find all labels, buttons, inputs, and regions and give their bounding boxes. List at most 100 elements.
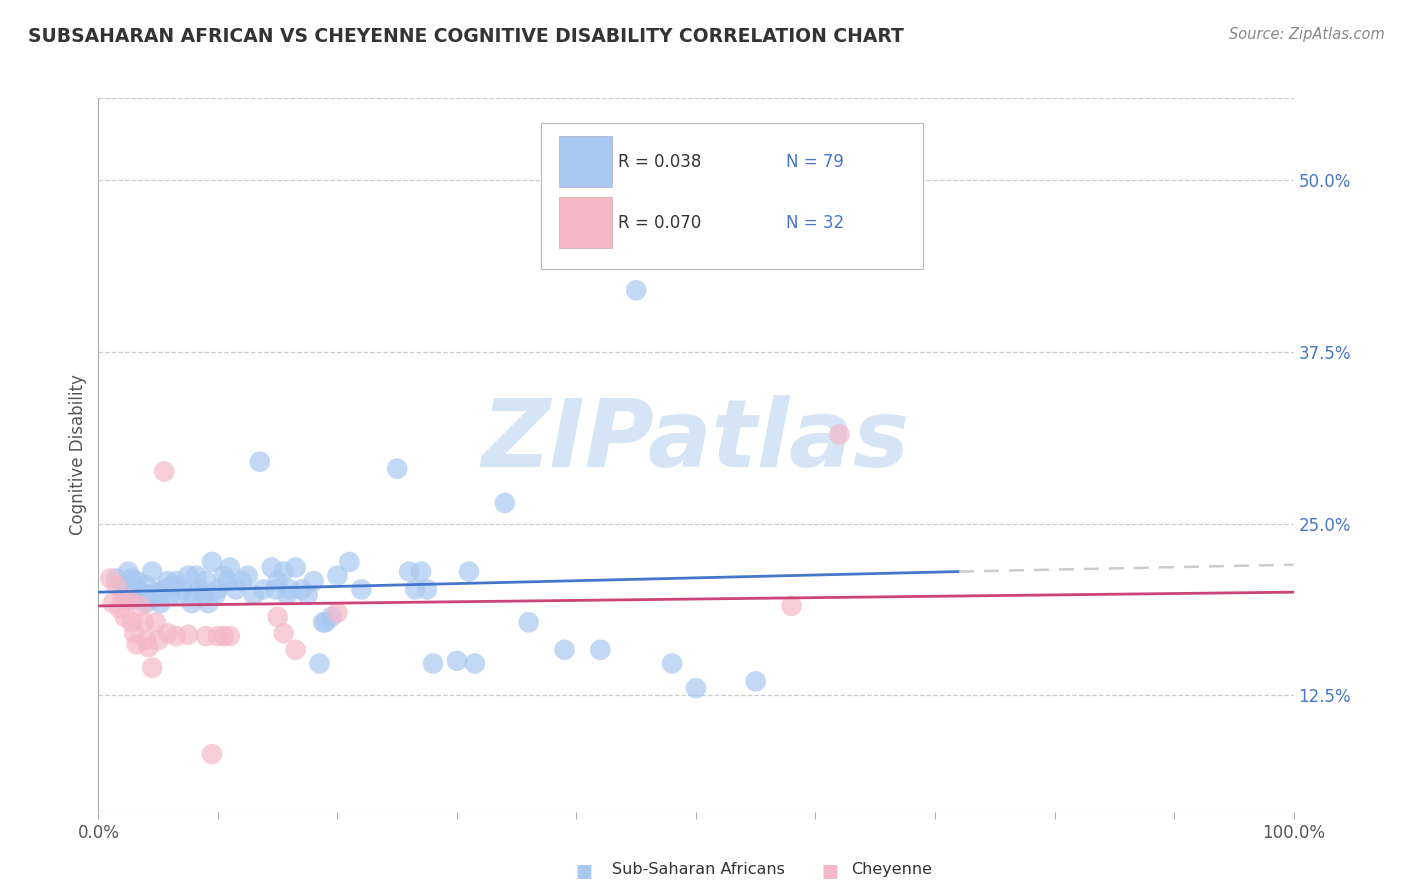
Point <box>260 560 283 574</box>
Point <box>145 585 167 599</box>
Point <box>162 578 184 592</box>
Point <box>125 637 148 651</box>
Point <box>135 596 157 610</box>
Point <box>117 592 139 607</box>
Point <box>135 578 157 592</box>
FancyBboxPatch shape <box>540 123 922 269</box>
Point <box>589 642 612 657</box>
Point <box>121 571 143 585</box>
Point <box>321 610 343 624</box>
Point <box>177 568 200 582</box>
Point <box>188 582 211 597</box>
Point <box>197 596 219 610</box>
Text: Cheyenne: Cheyenne <box>851 863 932 877</box>
Point <box>145 615 167 630</box>
Point <box>315 615 337 630</box>
Point <box>124 626 146 640</box>
Point <box>132 615 155 630</box>
Point <box>141 565 163 579</box>
Point <box>290 582 312 597</box>
Point <box>273 565 295 579</box>
Point <box>132 588 155 602</box>
Point <box>464 657 486 671</box>
Point <box>156 574 179 589</box>
Point <box>308 657 330 671</box>
Text: Source: ZipAtlas.com: Source: ZipAtlas.com <box>1229 27 1385 42</box>
Point <box>138 588 160 602</box>
Point <box>201 747 224 761</box>
Point <box>312 615 335 630</box>
Point <box>411 565 433 579</box>
Point <box>278 582 301 597</box>
Point <box>148 633 170 648</box>
Point <box>149 596 172 610</box>
Text: R = 0.070: R = 0.070 <box>619 214 702 232</box>
Point <box>273 626 295 640</box>
Point <box>153 582 176 597</box>
Point <box>124 582 146 597</box>
Point <box>350 582 373 597</box>
Text: SUBSAHARAN AFRICAN VS CHEYENNE COGNITIVE DISABILITY CORRELATION CHART: SUBSAHARAN AFRICAN VS CHEYENNE COGNITIVE… <box>28 27 904 45</box>
Point <box>105 571 128 585</box>
Point <box>159 588 181 602</box>
Point <box>231 574 253 589</box>
Point <box>177 628 200 642</box>
Point <box>297 588 319 602</box>
Text: ▪: ▪ <box>574 855 593 884</box>
Point <box>111 578 134 592</box>
Point <box>517 615 540 630</box>
Point <box>207 629 229 643</box>
Point <box>114 588 136 602</box>
Point <box>284 560 307 574</box>
Point <box>114 610 136 624</box>
Point <box>135 633 157 648</box>
Point <box>225 582 247 597</box>
Point <box>404 582 426 597</box>
Point <box>243 588 266 602</box>
Text: N = 79: N = 79 <box>786 153 844 171</box>
Point <box>172 582 194 597</box>
Point <box>121 615 143 630</box>
Point <box>194 629 217 643</box>
Point <box>828 427 851 442</box>
Point <box>148 588 170 602</box>
Text: Sub-Saharan Africans: Sub-Saharan Africans <box>612 863 785 877</box>
Point <box>165 574 187 589</box>
Point <box>624 283 647 297</box>
Point <box>422 657 444 671</box>
Point <box>267 574 290 589</box>
Y-axis label: Cognitive Disability: Cognitive Disability <box>69 375 87 535</box>
Point <box>302 574 325 589</box>
Point <box>212 629 235 643</box>
Point <box>201 555 224 569</box>
Point <box>458 565 481 579</box>
Point <box>326 568 349 582</box>
Point <box>124 592 146 607</box>
Point <box>169 588 191 602</box>
Point <box>101 596 124 610</box>
Point <box>685 681 707 696</box>
Point <box>780 599 803 613</box>
Point <box>398 565 420 579</box>
Point <box>446 654 468 668</box>
Point <box>385 461 409 475</box>
Point <box>125 574 148 589</box>
Point <box>180 596 202 610</box>
Point <box>129 599 152 613</box>
Point <box>661 657 683 671</box>
Point <box>212 568 235 582</box>
Point <box>217 574 239 589</box>
Point <box>153 464 176 478</box>
Point <box>141 660 163 674</box>
FancyBboxPatch shape <box>558 136 612 187</box>
Text: ZIPatlas: ZIPatlas <box>482 394 910 487</box>
Point <box>138 640 160 654</box>
Point <box>219 560 242 574</box>
Point <box>207 582 229 597</box>
Point <box>98 571 122 585</box>
Point <box>494 496 516 510</box>
Point <box>108 601 131 615</box>
Point <box>284 642 307 657</box>
Point <box>194 574 217 589</box>
Point <box>219 629 242 643</box>
